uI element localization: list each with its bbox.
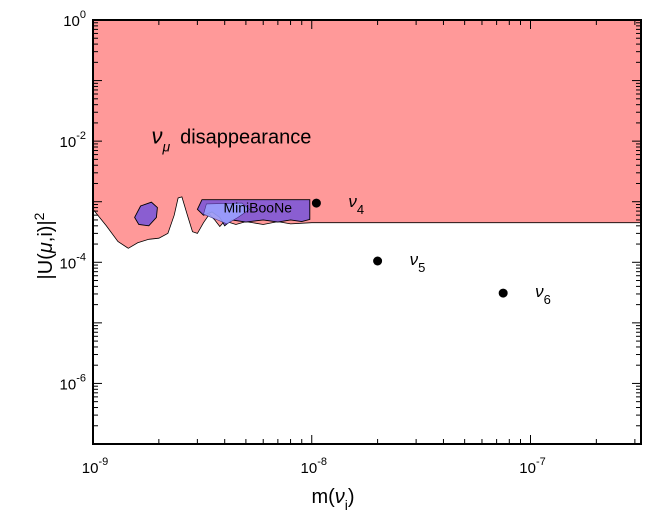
regions-layer: [92, 20, 641, 249]
y-axis-title-symbol: μ: [35, 242, 57, 254]
x-tick-label-exponent: -9: [98, 456, 108, 468]
x-tick-label-exponent: -8: [317, 456, 327, 468]
disappearance-label-subscript: μ: [161, 138, 170, 154]
plot-frame: [92, 19, 642, 445]
x-axis-title: m(νi): [311, 486, 354, 513]
point-label-ν4: ν4: [348, 192, 364, 217]
y-tick-label-mantissa: 10: [60, 255, 77, 272]
point-label-ν5: ν5: [410, 250, 426, 275]
point-label-subscript: 5: [418, 260, 425, 275]
miniboone-region-1: [134, 201, 158, 227]
x-tick-label-mantissa: 10: [82, 460, 99, 477]
x-axis-title-subscript: i: [345, 497, 348, 513]
x-axis-title-base: m(: [311, 486, 335, 508]
y-tick-label-mantissa: 10: [60, 134, 77, 151]
y-axis-title-prefix: |U(: [35, 253, 57, 280]
y-tick-label-exponent: -4: [76, 251, 86, 263]
x-tick-label-mantissa: 10: [519, 460, 536, 477]
x-tick-label-mantissa: 10: [301, 460, 318, 477]
y-tick-label: 10-2: [60, 130, 86, 151]
y-tick-label-exponent: -6: [76, 372, 86, 384]
disappearance-boundary: [92, 196, 641, 249]
y-axis-title: |U(μ,i)|2: [31, 212, 57, 279]
disappearance-label-symbol: ν: [151, 123, 162, 148]
x-tick-label: 10-8: [301, 456, 327, 477]
disappearance-region: [93, 20, 641, 249]
point-label-ν6: ν6: [535, 282, 551, 307]
y-tick-label-exponent: -2: [76, 130, 86, 142]
point-ν4: [311, 198, 321, 208]
disappearance-label: νμ disappearance: [151, 123, 311, 154]
x-tick-label-exponent: -7: [536, 456, 546, 468]
y-tick-label-exponent: 0: [80, 9, 86, 21]
miniboone-inner-region-1: [203, 202, 251, 225]
point-ν6: [498, 288, 508, 298]
x-axis-title-symbol: ν: [335, 486, 345, 508]
x-axis-title-tail: ): [348, 486, 355, 508]
disappearance-label-text: disappearance: [180, 126, 311, 148]
x-tick-label: 10-9: [82, 456, 108, 477]
y-axis-title-middle: ,i)|: [35, 220, 57, 242]
point-label-symbol: ν: [410, 250, 419, 269]
point-label-symbol: ν: [535, 282, 544, 301]
y-tick-label-mantissa: 10: [60, 376, 77, 393]
point-label-subscript: 6: [544, 292, 551, 307]
x-tick-label: 10-7: [519, 456, 545, 477]
y-tick-label-mantissa: 10: [63, 13, 80, 30]
y-tick-label: 100: [63, 9, 86, 30]
point-label-symbol: ν: [348, 192, 357, 211]
point-ν5: [373, 256, 383, 266]
point-label-subscript: 4: [357, 202, 364, 217]
y-axis-title-superscript: 2: [31, 212, 47, 220]
y-tick-label: 10-6: [60, 372, 86, 393]
miniboone-label: MiniBooNe: [224, 200, 293, 216]
y-tick-label: 10-4: [60, 251, 86, 272]
